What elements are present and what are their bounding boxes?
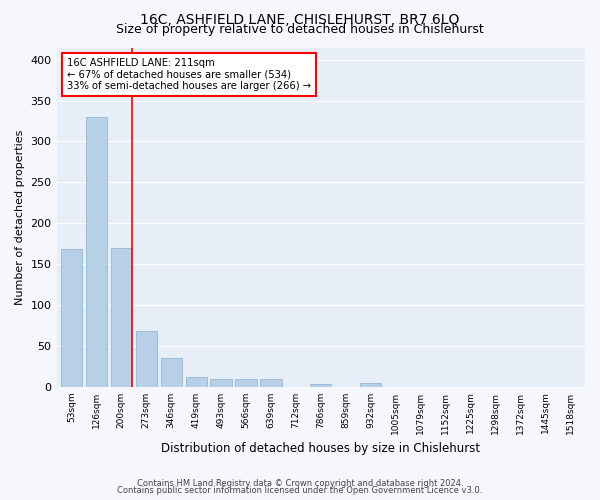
Bar (211, 380, 232, 386)
Text: Size of property relative to detached houses in Chislehurst: Size of property relative to detached ho… (116, 22, 484, 36)
Bar (161, 358, 182, 386)
Bar (185, 377, 207, 386)
Bar (111, 248, 132, 386)
Bar (235, 380, 257, 386)
Bar (136, 331, 157, 386)
X-axis label: Distribution of detached houses by size in Chislehurst: Distribution of detached houses by size … (161, 442, 481, 455)
Text: Contains HM Land Registry data © Crown copyright and database right 2024.: Contains HM Land Registry data © Crown c… (137, 478, 463, 488)
Text: 16C ASHFIELD LANE: 211sqm
← 67% of detached houses are smaller (534)
33% of semi: 16C ASHFIELD LANE: 211sqm ← 67% of detac… (67, 58, 311, 91)
Bar (360, 382, 381, 386)
Bar (61, 250, 82, 386)
Bar (86, 117, 107, 386)
Y-axis label: Number of detached properties: Number of detached properties (15, 130, 25, 305)
Text: Contains public sector information licensed under the Open Government Licence v3: Contains public sector information licen… (118, 486, 482, 495)
Bar (260, 380, 281, 386)
Text: 16C, ASHFIELD LANE, CHISLEHURST, BR7 6LQ: 16C, ASHFIELD LANE, CHISLEHURST, BR7 6LQ (140, 12, 460, 26)
Bar (310, 384, 331, 386)
